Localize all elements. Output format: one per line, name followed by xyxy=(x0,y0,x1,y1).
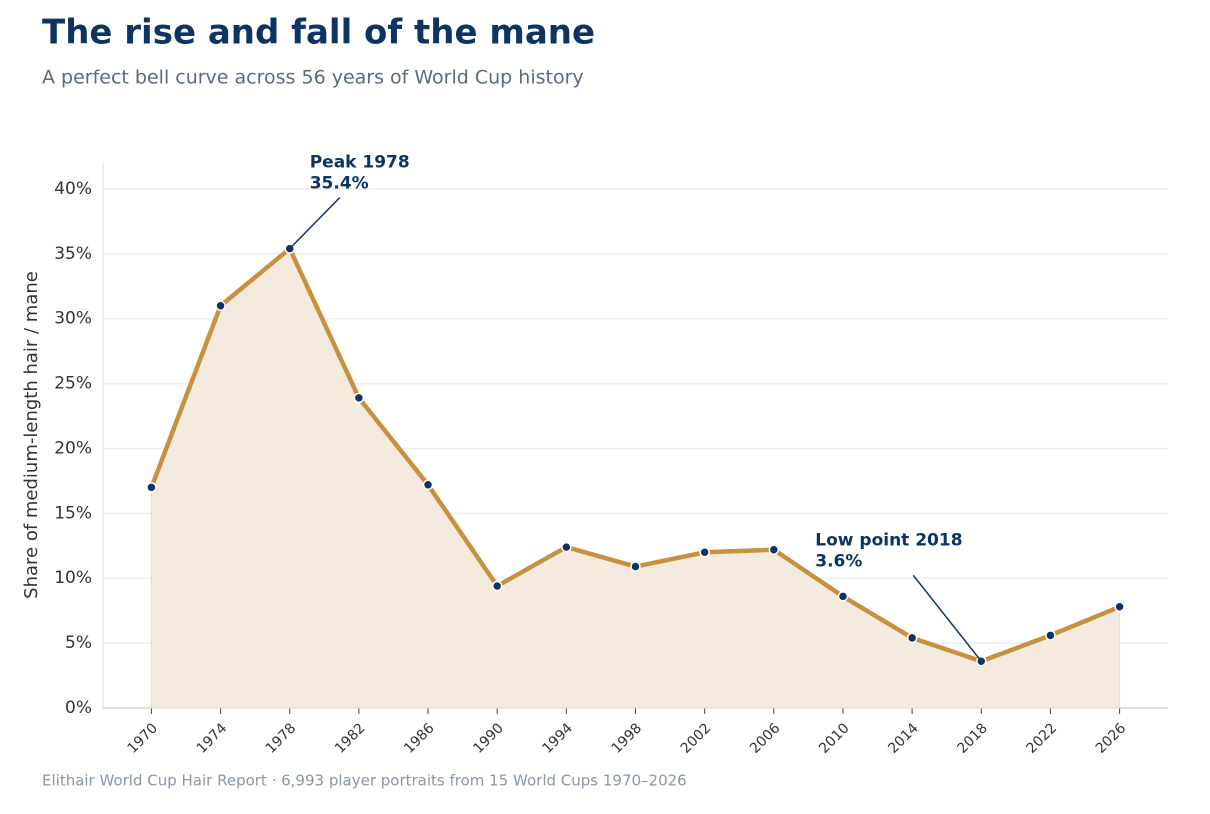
marker xyxy=(699,547,710,558)
y-tick-label: 10% xyxy=(54,568,92,588)
y-tick-label: 30% xyxy=(54,309,92,329)
x-tick-label: 2022 xyxy=(1024,720,1061,757)
x-tick-label: 1974 xyxy=(194,720,231,757)
annotation-value: 3.6% xyxy=(815,551,862,571)
marker xyxy=(768,544,780,555)
y-axis-label: Share of medium-length hair / mane xyxy=(21,271,42,599)
chart-title: The rise and fall of the mane xyxy=(42,13,595,53)
area xyxy=(150,247,1121,709)
x-tick-label: 2010 xyxy=(816,720,853,757)
annotation-arrow xyxy=(289,197,341,250)
source-note: Elithair World Cup Hair Report · 6,993 p… xyxy=(42,772,687,790)
marker xyxy=(561,541,572,553)
y-tick-label: 5% xyxy=(65,633,92,653)
marker xyxy=(1114,601,1125,613)
marker xyxy=(1045,630,1056,641)
x-tick-label: 1998 xyxy=(609,720,646,757)
marker xyxy=(630,561,641,572)
x-tick-label: 1986 xyxy=(401,720,438,757)
y-tick-label: 25% xyxy=(54,374,92,394)
y-tick-label: 40% xyxy=(54,179,92,199)
x-tick-label: 1978 xyxy=(263,720,300,757)
y-tick-label: 0% xyxy=(65,698,92,718)
x-tick-label: 1994 xyxy=(539,720,576,757)
annotation-label: Peak 1978 xyxy=(310,153,410,173)
x-tick-label: 1982 xyxy=(332,720,369,757)
annotation-value: 35.4% xyxy=(310,174,369,194)
y-tick-label: 20% xyxy=(54,438,92,458)
x-tick-label: 1970 xyxy=(125,720,162,757)
marker xyxy=(353,392,365,404)
marker xyxy=(837,591,849,602)
marker xyxy=(215,300,226,311)
marker xyxy=(146,482,157,493)
x-tick-label: 2026 xyxy=(1093,720,1130,757)
y-tick-label: 15% xyxy=(54,503,92,523)
x-tick-label: 2006 xyxy=(747,720,784,757)
marker xyxy=(491,580,503,592)
y-tick-label: 35% xyxy=(54,244,92,264)
x-tick-label: 2018 xyxy=(954,720,991,757)
marker xyxy=(906,632,918,644)
x-tick-label: 2014 xyxy=(885,720,922,757)
marker xyxy=(422,479,434,491)
chart-subtitle: A perfect bell curve across 56 years of … xyxy=(42,67,584,89)
annotation-label: Low point 2018 xyxy=(815,530,962,550)
x-tick-label: 2002 xyxy=(678,720,715,757)
x-tick-label: 1990 xyxy=(470,720,507,757)
annotation-arrow xyxy=(912,574,982,662)
